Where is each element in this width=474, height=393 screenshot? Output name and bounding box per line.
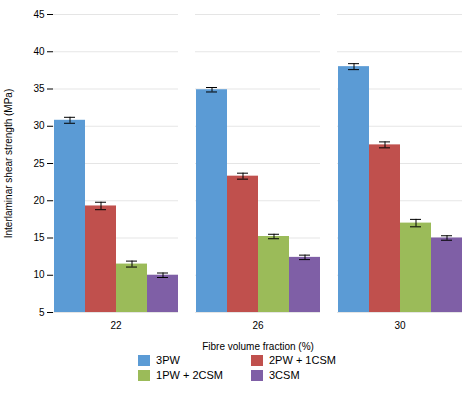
svg-text:22: 22 xyxy=(110,320,122,331)
svg-text:10: 10 xyxy=(33,269,45,280)
svg-text:5: 5 xyxy=(39,307,45,318)
html-text:1PW + 2CSM: 1PW + 2CSM xyxy=(156,369,223,381)
svg-text:Interlaminar shear strength (M: Interlaminar shear strength (MPa) xyxy=(3,89,14,239)
svg-text:15: 15 xyxy=(33,232,45,243)
svg-text:30: 30 xyxy=(394,320,406,331)
svg-text:26: 26 xyxy=(252,320,264,331)
svg-text:25: 25 xyxy=(33,158,45,169)
html-text:3PW: 3PW xyxy=(156,354,180,366)
svg-text:40: 40 xyxy=(33,46,45,57)
html-text:2PW + 1CSM: 2PW + 1CSM xyxy=(269,354,336,366)
svg-text:35: 35 xyxy=(33,83,45,94)
html-text:3CSM: 3CSM xyxy=(269,369,300,381)
svg-text:20: 20 xyxy=(33,195,45,206)
svg-text:45: 45 xyxy=(33,9,45,20)
svg-text:30: 30 xyxy=(33,120,45,131)
svg-text:Fibre volume fraction (%): Fibre volume fraction (%) xyxy=(202,341,314,352)
